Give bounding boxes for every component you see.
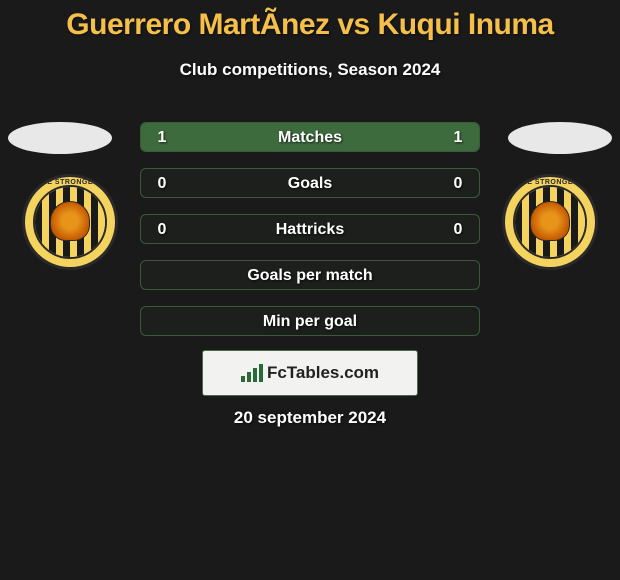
club-badge-right: THE STRONGEST	[502, 174, 598, 270]
stat-label: Goals per match	[141, 261, 479, 291]
page-title: Guerrero MartÃ­nez vs Kuqui Inuma	[0, 0, 620, 42]
stat-row: Goals0 0	[140, 168, 480, 198]
stat-value-left: 0	[147, 215, 177, 245]
stats-area: Matches11Goals00Hattricks00Goals per mat…	[140, 122, 480, 352]
stat-row: Matches1 1	[140, 122, 480, 152]
stat-label: Hattricks	[141, 215, 479, 245]
stat-row: Goals per match	[140, 260, 480, 290]
tiger-icon	[530, 201, 570, 241]
footer-date: 20 september 2024	[0, 408, 620, 428]
country-flag-right	[508, 122, 612, 154]
country-flag-left	[8, 122, 112, 154]
stat-label: Goals	[141, 169, 479, 199]
branding-box: FcTables.com	[202, 350, 418, 396]
stat-row: Hattricks0 0	[140, 214, 480, 244]
subtitle: Club competitions, Season 2024	[0, 60, 620, 80]
branding-text: FcTables.com	[267, 363, 379, 383]
stat-row: Min per goal	[140, 306, 480, 336]
tiger-icon	[50, 201, 90, 241]
stat-value-left: 1	[147, 123, 177, 153]
stat-value-left: 0	[147, 169, 177, 199]
stat-label: Min per goal	[141, 307, 479, 337]
stat-label: Matches	[141, 123, 479, 153]
club-badge-left: THE STRONGEST	[22, 174, 118, 270]
chart-icon	[241, 364, 263, 382]
stat-value-right: 0	[443, 169, 473, 199]
stat-value-right: 0	[443, 215, 473, 245]
stat-value-right: 1	[443, 123, 473, 153]
